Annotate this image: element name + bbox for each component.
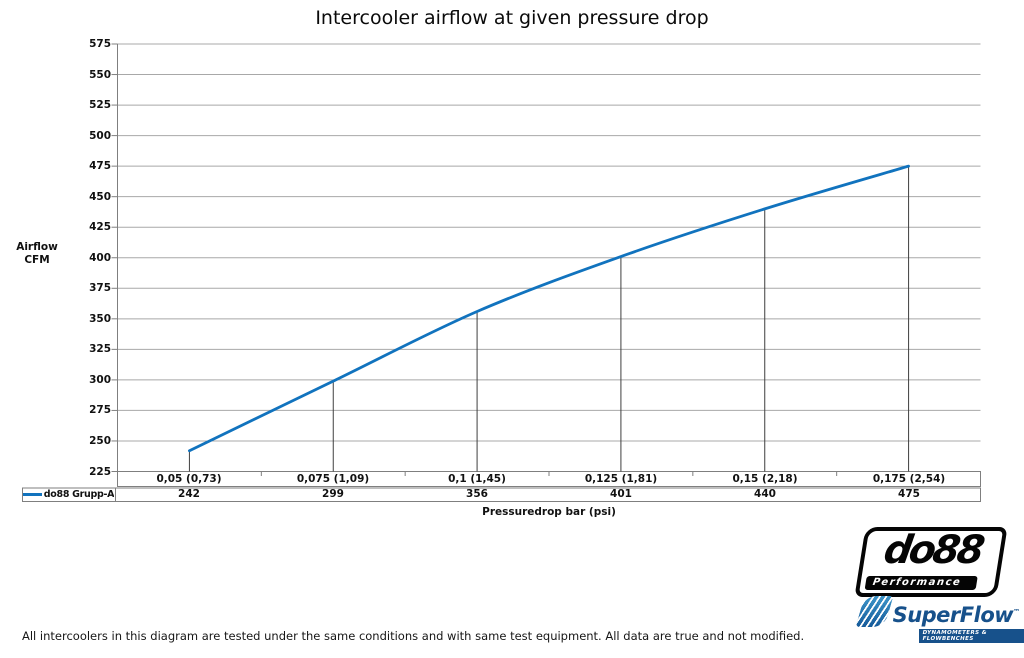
- value-label: 356: [466, 488, 488, 500]
- do88-logo: do88 Performance: [854, 527, 1008, 597]
- x-axis-category-labels: 0,05 (0,73) 0,075 (1,09) 0,1 (1,45) 0,125 (…: [117, 472, 981, 487]
- category-label: 0,1 (1,45): [448, 473, 506, 485]
- legend: do88 Grupp-A: [23, 488, 114, 501]
- y-tick-label: 500: [89, 129, 111, 142]
- y-tick-label: 300: [89, 373, 111, 386]
- category-label: 0,15 (2,18): [732, 473, 798, 485]
- chart-title: Intercooler airflow at given pressure dr…: [315, 7, 709, 29]
- value-label: 401: [610, 488, 632, 500]
- disclaimer-text: All intercoolers in this diagram are tes…: [22, 629, 805, 643]
- do88-logo-inner: do88 Performance: [859, 528, 1003, 593]
- superflow-logo: SuperFlow™ DYNAMOMETERS & FLOWBENCHES: [855, 596, 1024, 644]
- superflow-tagline: DYNAMOMETERS & FLOWBENCHES: [918, 629, 1024, 643]
- series-value-row: 242 299 356 401 440 475: [117, 488, 981, 501]
- y-tick-label: 325: [89, 343, 111, 356]
- y-tick-label: 275: [89, 404, 111, 417]
- y-tick-label: 475: [89, 160, 111, 173]
- value-row-box: [22, 487, 981, 502]
- x-axis-title: Pressuredrop bar (psi): [482, 506, 616, 518]
- y-tick-label: 525: [89, 99, 111, 112]
- value-label: 299: [322, 488, 344, 500]
- value-label: 440: [754, 488, 776, 500]
- superflow-wordmark: SuperFlow™: [892, 603, 1021, 627]
- y-tick-label: 400: [89, 251, 111, 264]
- y-tick-label: 350: [89, 312, 111, 325]
- do88-logo-tagline: Performance: [864, 576, 979, 590]
- y-axis-title: Airflow CFM: [16, 241, 58, 266]
- legend-series-name: do88 Grupp-A: [43, 489, 114, 500]
- superflow-swoosh-icon: [855, 596, 894, 627]
- value-label: 242: [178, 488, 200, 500]
- y-tick-label: 550: [89, 68, 111, 81]
- y-tick-label: 450: [89, 190, 111, 203]
- category-label: 0,075 (1,09): [296, 473, 370, 485]
- y-tick-label: 575: [89, 38, 111, 50]
- category-label: 0,05 (0,73): [156, 473, 222, 485]
- value-label: 475: [898, 488, 920, 500]
- superflow-logo-text: SuperFlow™ DYNAMOMETERS & FLOWBENCHES: [893, 596, 1024, 644]
- y-tick-label: 225: [89, 465, 111, 478]
- category-label: 0,125 (1,81): [584, 473, 658, 485]
- y-tick-label: 375: [89, 282, 111, 295]
- do88-logo-wordmark: do88: [880, 528, 985, 573]
- series-line-swatch-icon: [23, 493, 42, 496]
- trademark-symbol: ™: [1013, 608, 1020, 616]
- series-line-do88-grupp-a: [188, 164, 910, 453]
- category-label: 0,175 (2,54): [872, 473, 946, 485]
- y-tick-label: 250: [89, 434, 111, 447]
- y-tick-label: 425: [89, 221, 111, 234]
